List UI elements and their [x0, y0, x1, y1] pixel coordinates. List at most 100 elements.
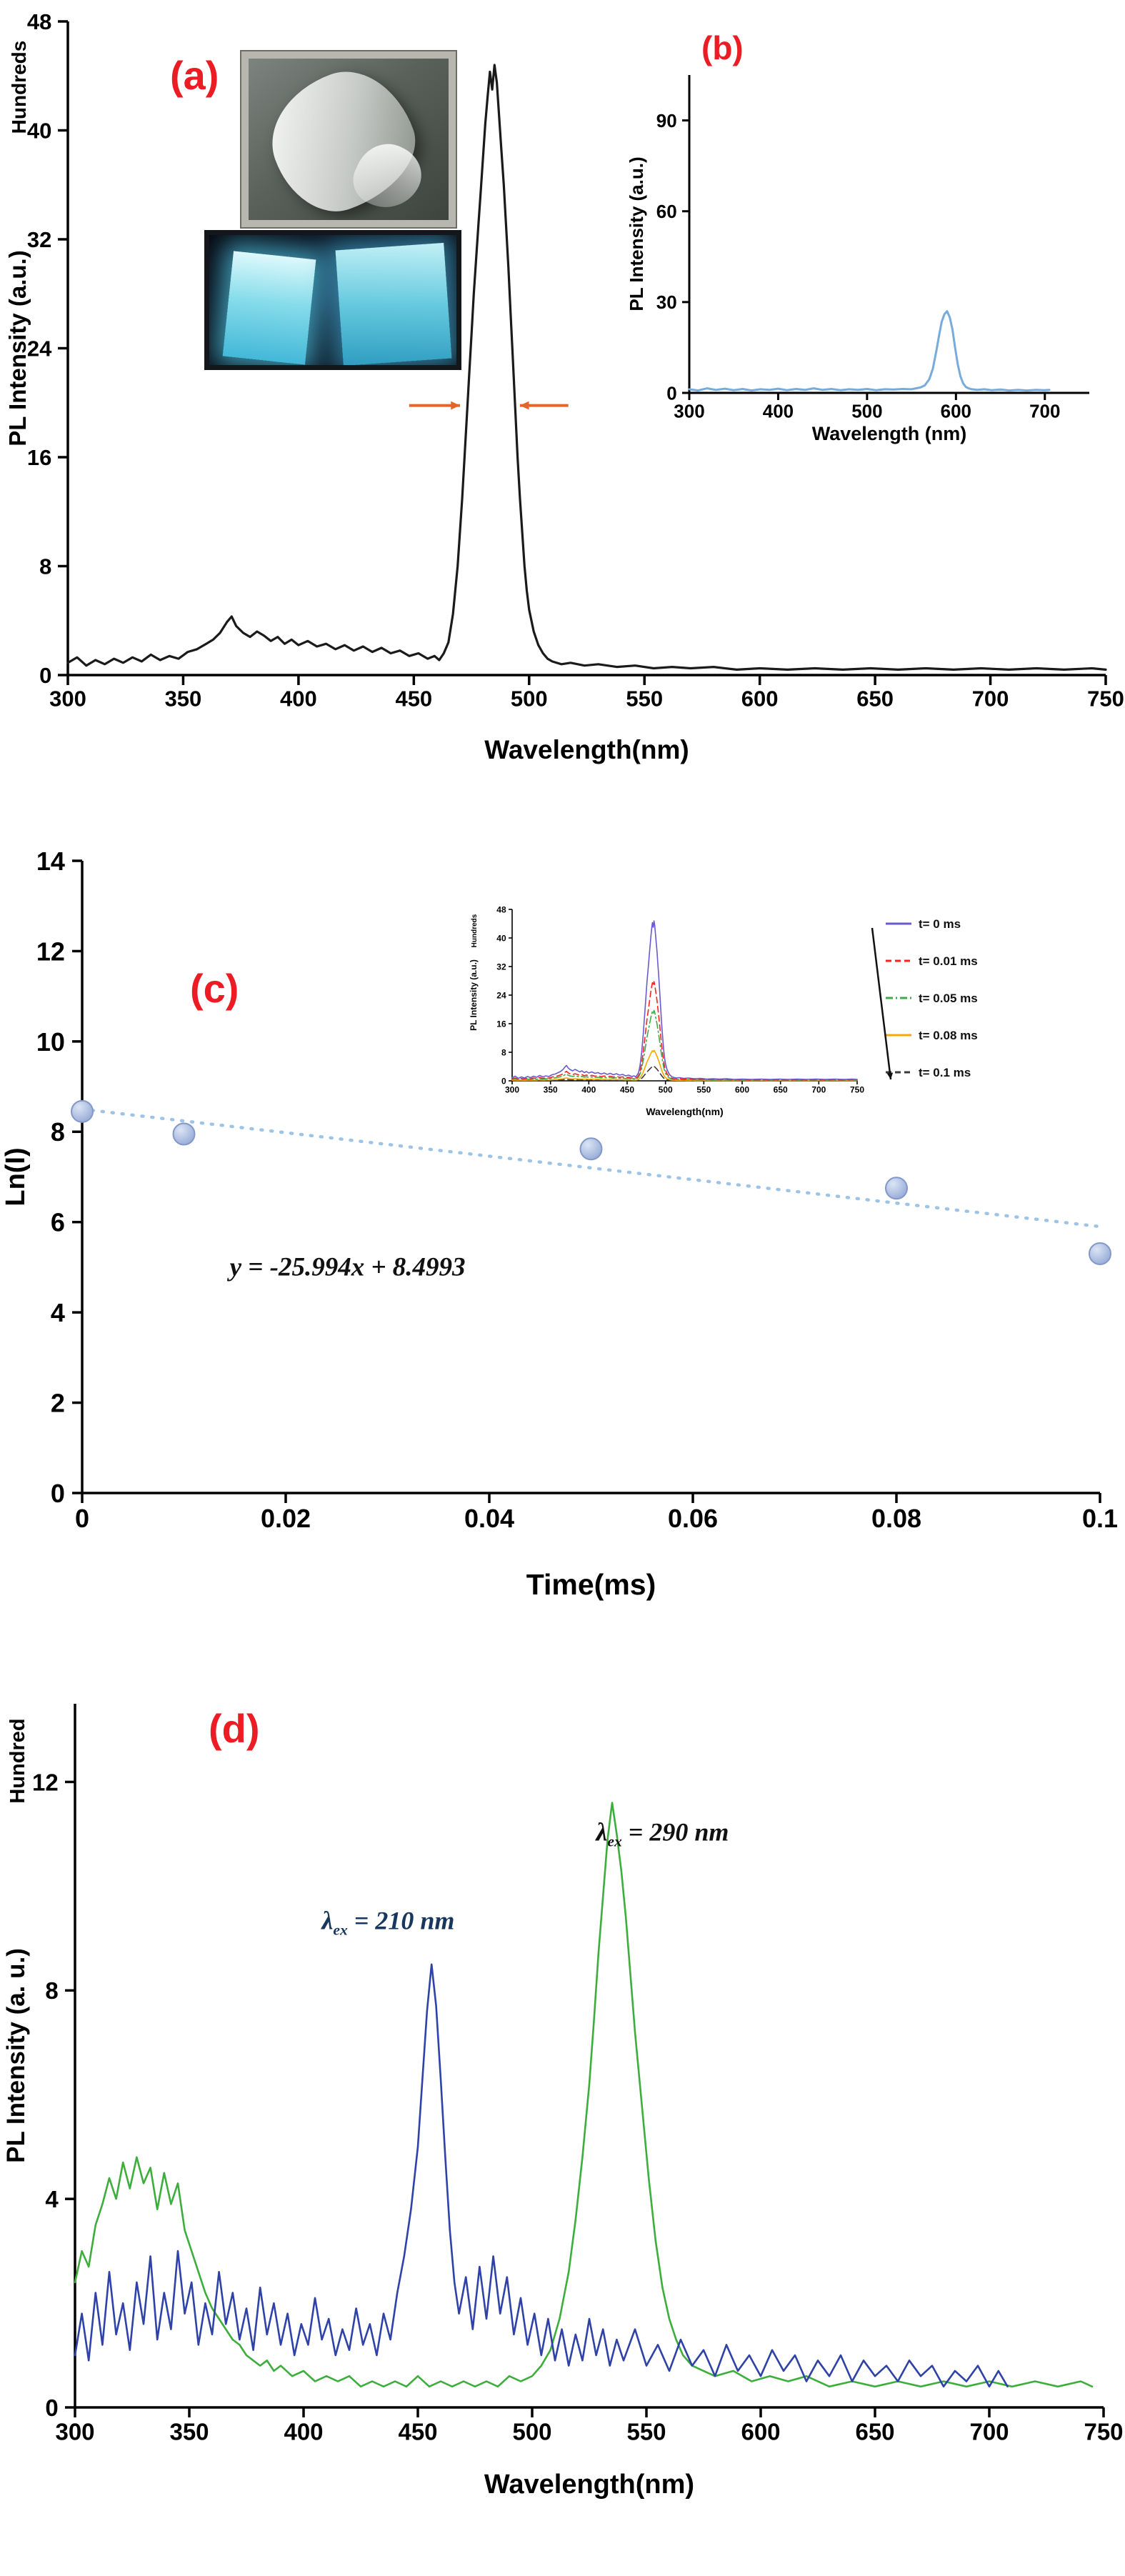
svg-text:750: 750 — [1087, 686, 1124, 711]
svg-text:8: 8 — [51, 1117, 65, 1147]
svg-text:32: 32 — [496, 962, 506, 972]
panel-c: 0 0.02 0.04 0.06 0.08 0.1 0 2 4 6 8 10 12 14 Time(ms) L… — [0, 829, 1125, 1672]
svg-text:2: 2 — [51, 1389, 65, 1418]
uv-emission-photo — [204, 230, 461, 370]
svg-text:400: 400 — [280, 686, 317, 711]
svg-text:350: 350 — [169, 2418, 209, 2445]
svg-text:750: 750 — [1084, 2418, 1123, 2445]
svg-text:6: 6 — [51, 1208, 65, 1237]
svg-text:550: 550 — [626, 2418, 666, 2445]
svg-text:Hundred: Hundred — [6, 1718, 29, 1803]
svg-text:PL Intensity (a. u.): PL Intensity (a. u.) — [2, 1948, 30, 2163]
svg-text:0: 0 — [51, 1479, 65, 1508]
panel-d-chart: 300 350 400 450 500 550 600 650 700 750 0 4 8 12 Wavel… — [2, 1704, 1124, 2500]
svg-text:40: 40 — [27, 119, 51, 144]
lambda-symbol: λ — [321, 1906, 334, 1935]
svg-text:4: 4 — [51, 1298, 65, 1327]
svg-text:t= 0.08 ms: t= 0.08 ms — [919, 1029, 978, 1042]
panel-d-label: (d) — [209, 1706, 260, 1751]
svg-text:0.06: 0.06 — [668, 1504, 718, 1533]
lambda-symbol: λ — [596, 1817, 608, 1847]
panel-c-inset-chart: 300 350 400 450 500 550 600 650 700 750 0 8 16 24 32 40… — [469, 904, 978, 1117]
lambda-value: = 210 nm — [347, 1906, 455, 1935]
panel-b-label: (b) — [701, 29, 744, 66]
svg-text:16: 16 — [27, 445, 51, 470]
svg-text:600: 600 — [735, 1084, 749, 1094]
svg-text:30: 30 — [656, 291, 677, 313]
svg-text:24: 24 — [27, 336, 52, 361]
svg-text:0: 0 — [39, 663, 51, 688]
svg-text:400: 400 — [581, 1084, 596, 1094]
svg-text:650: 650 — [856, 686, 894, 711]
panel-b-inset-chart: 300 400 500 600 700 0 30 60 90 Wavelength (nm) PL … — [626, 75, 1089, 444]
svg-text:700: 700 — [972, 686, 1009, 711]
svg-text:0.1: 0.1 — [1082, 1504, 1118, 1533]
svg-text:350: 350 — [544, 1084, 558, 1094]
svg-text:40: 40 — [496, 933, 506, 943]
svg-text:500: 500 — [659, 1084, 673, 1094]
svg-text:16: 16 — [496, 1019, 506, 1029]
svg-text:550: 550 — [696, 1084, 711, 1094]
svg-text:750: 750 — [850, 1084, 864, 1094]
svg-text:400: 400 — [284, 2418, 323, 2445]
annotation-lambda-290: λex = 290 nm — [596, 1817, 729, 1851]
svg-text:Wavelength(nm): Wavelength(nm) — [646, 1106, 723, 1117]
svg-text:8: 8 — [39, 554, 51, 579]
svg-text:300: 300 — [505, 1084, 519, 1094]
svg-text:650: 650 — [855, 2418, 894, 2445]
film-photo — [241, 51, 456, 227]
uv-slab-right — [335, 242, 452, 365]
svg-text:600: 600 — [941, 401, 971, 422]
svg-text:700: 700 — [969, 2418, 1009, 2445]
svg-text:450: 450 — [620, 1084, 634, 1094]
svg-text:0.04: 0.04 — [464, 1504, 514, 1533]
svg-text:300: 300 — [49, 686, 86, 711]
svg-text:12: 12 — [36, 937, 65, 966]
svg-text:8: 8 — [45, 1977, 58, 2004]
svg-text:600: 600 — [741, 686, 779, 711]
svg-text:Hundreds: Hundreds — [471, 914, 479, 947]
svg-text:0: 0 — [501, 1076, 506, 1086]
svg-text:48: 48 — [496, 904, 506, 914]
svg-text:700: 700 — [1029, 401, 1060, 422]
svg-text:450: 450 — [395, 686, 432, 711]
svg-text:650: 650 — [774, 1084, 788, 1094]
annotation-lambda-210: λex = 210 nm — [321, 1906, 454, 1940]
panel-c-label: (c) — [190, 966, 239, 1011]
svg-text:300: 300 — [674, 401, 704, 422]
svg-text:500: 500 — [851, 401, 882, 422]
panel-a-label: (a) — [170, 53, 219, 98]
svg-text:8: 8 — [501, 1047, 506, 1057]
svg-text:10: 10 — [36, 1027, 65, 1057]
svg-text:24: 24 — [496, 990, 506, 1000]
svg-text:t= 0.01 ms: t= 0.01 ms — [919, 954, 978, 968]
svg-text:14: 14 — [36, 847, 65, 876]
svg-text:500: 500 — [511, 686, 548, 711]
svg-text:t= 0.05 ms: t= 0.05 ms — [919, 992, 978, 1005]
svg-text:48: 48 — [27, 9, 51, 34]
panel-c-chart: 0 0.02 0.04 0.06 0.08 0.102468101214Time(ms)L… — [1, 847, 1118, 1601]
svg-text:450: 450 — [398, 2418, 437, 2445]
lambda-subscript: ex — [607, 1833, 622, 1850]
panel-d: 300 350 400 450 500 550 600 650 700 750 0 4 8 12 Wavel… — [0, 1672, 1125, 2576]
svg-text:PL Intensity (a.u.): PL Intensity (a.u.) — [626, 156, 647, 311]
svg-text:0.08: 0.08 — [871, 1504, 921, 1533]
panel-a: 300 350 400 450 500 550 600 650 700 750 0 8 16 24 32 40… — [0, 0, 1125, 829]
svg-text:PL Intensity (a.u.): PL Intensity (a.u.) — [4, 250, 31, 446]
svg-text:60: 60 — [656, 201, 677, 222]
uv-slab-left — [222, 251, 316, 365]
lambda-subscript: ex — [333, 1922, 348, 1940]
svg-text:PL Intensity (a.u.): PL Intensity (a.u.) — [469, 959, 479, 1031]
svg-text:0: 0 — [75, 1504, 89, 1533]
svg-text:500: 500 — [512, 2418, 551, 2445]
svg-text:550: 550 — [626, 686, 663, 711]
svg-text:Wavelength(nm): Wavelength(nm) — [484, 2470, 694, 2500]
svg-text:32: 32 — [27, 227, 51, 252]
svg-text:Time(ms): Time(ms) — [526, 1568, 656, 1601]
svg-text:0.02: 0.02 — [261, 1504, 311, 1533]
svg-text:Wavelength (nm): Wavelength (nm) — [812, 423, 967, 444]
lambda-value: = 290 nm — [621, 1817, 729, 1847]
svg-text:400: 400 — [763, 401, 794, 422]
panel-a-chart: 300 350 400 450 500 550 600 650 700 7500816243240… — [4, 9, 1124, 764]
